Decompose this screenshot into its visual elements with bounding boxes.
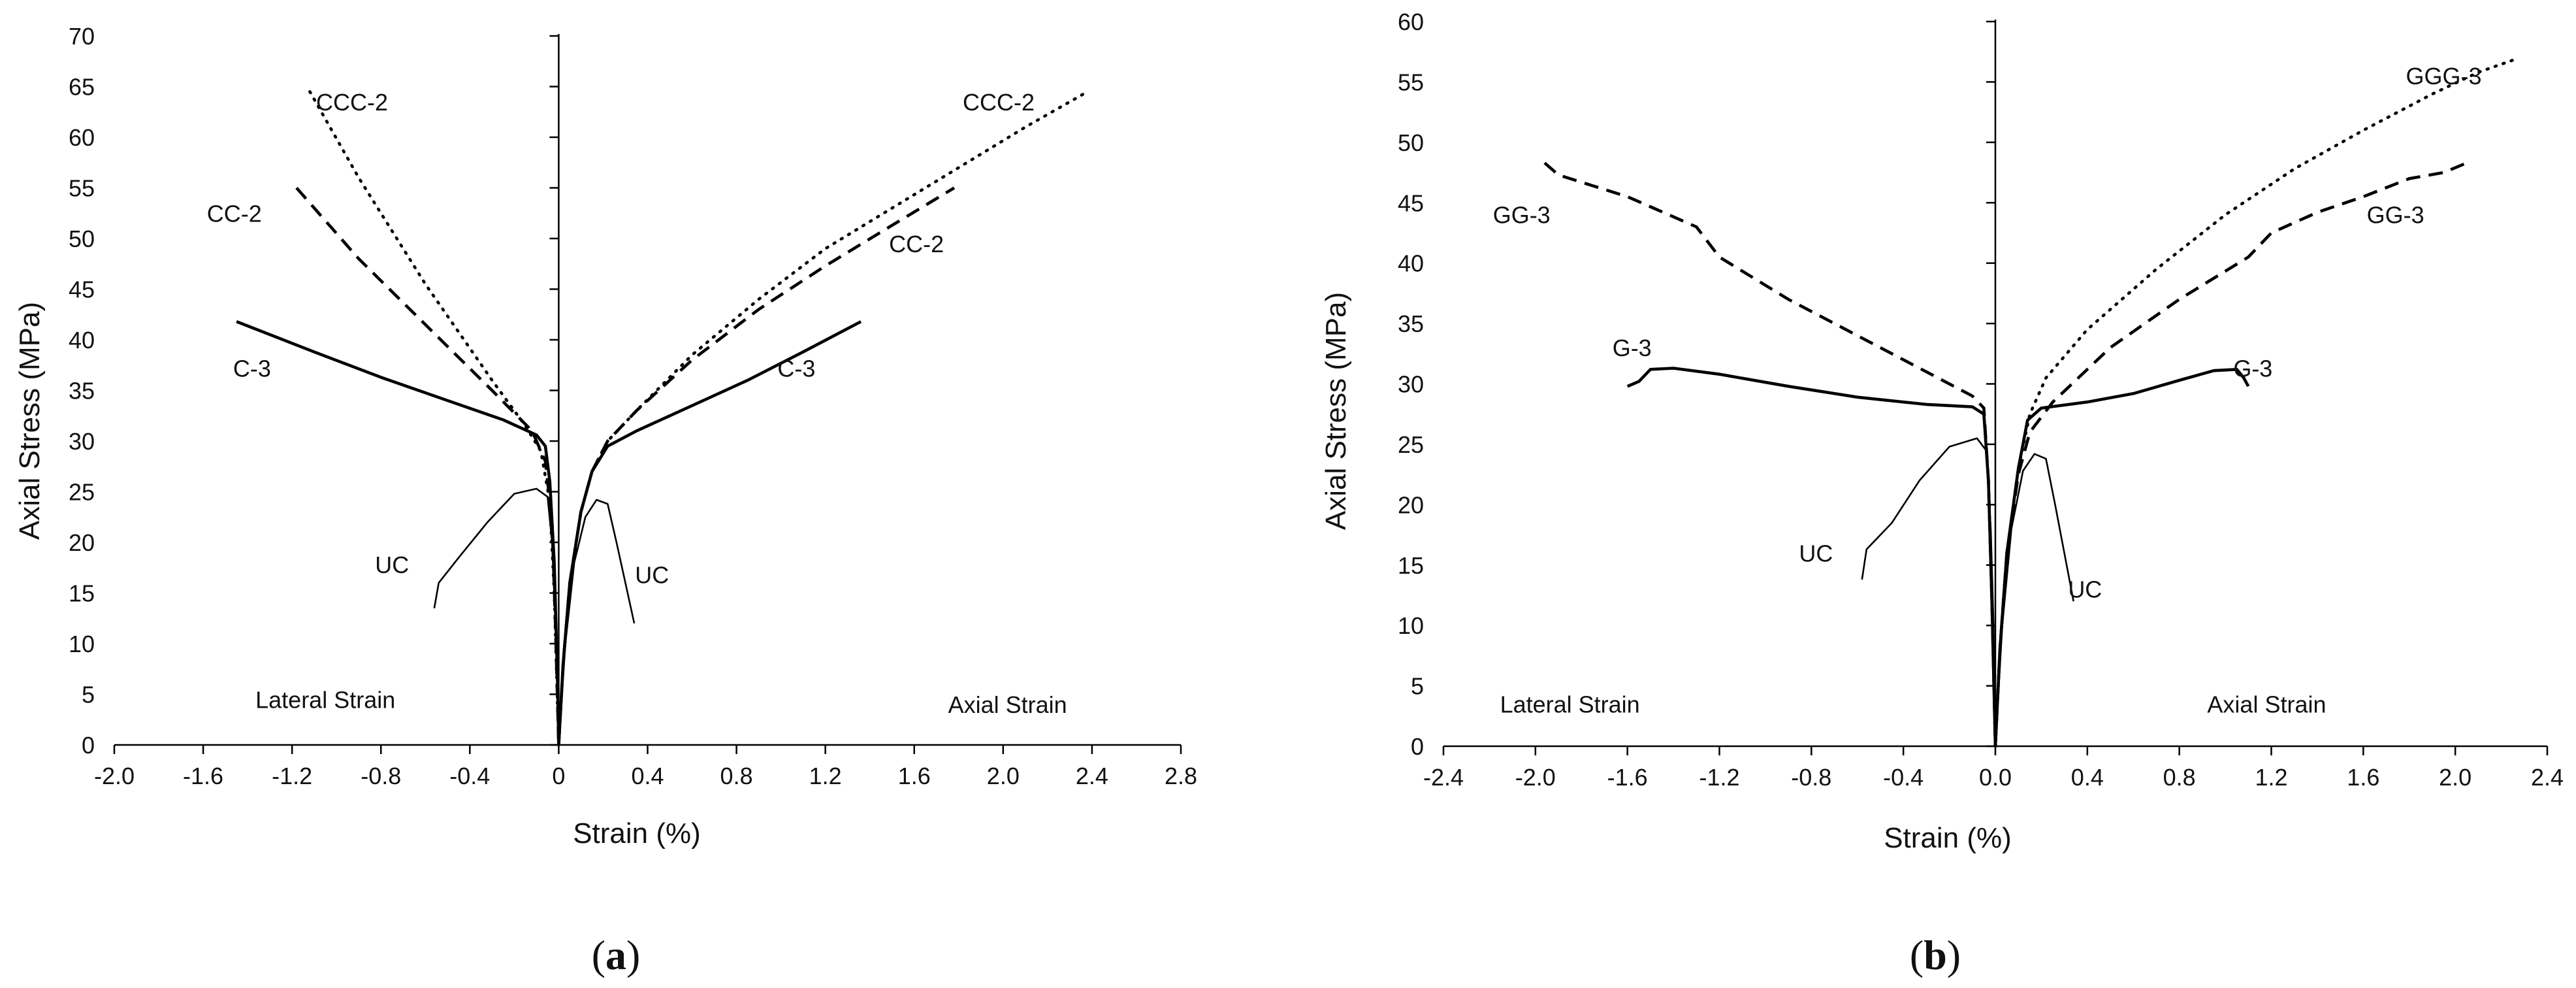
chart-b-y-tick-label: 30 bbox=[1398, 371, 1424, 398]
chart-a-y-tick-label: 40 bbox=[69, 327, 95, 354]
chart-a-x-tick-label: 0.8 bbox=[720, 763, 753, 789]
chart-a-series-cc-2-5 bbox=[557, 186, 956, 746]
chart-b-series-g-3-5 bbox=[1993, 368, 2250, 747]
chart-b-x-tick-label: 0.0 bbox=[1979, 764, 2012, 791]
chart-a-y-tick-label: 55 bbox=[69, 175, 95, 202]
chart-a-region-label: Axial Strain bbox=[948, 691, 1067, 718]
chart-b-x-tick-label: 1.2 bbox=[2255, 764, 2287, 791]
chart-b-series-label: G-3 bbox=[2233, 355, 2272, 382]
chart-a-y-tick-label: 15 bbox=[69, 580, 95, 607]
chart-a-y-tick-label: 25 bbox=[69, 479, 95, 506]
chart-a-y-tick-label: 50 bbox=[69, 225, 95, 252]
chart-b-series-uc-6 bbox=[1994, 453, 2074, 747]
chart-b-series-gg-3-4 bbox=[1993, 161, 2468, 747]
chart-a-y-tick-label: 65 bbox=[69, 74, 95, 101]
chart-a-y-tick-label: 70 bbox=[69, 23, 95, 50]
chart-a-y-tick-label: 10 bbox=[69, 631, 95, 657]
chart-a-y-tick-label: 30 bbox=[69, 428, 95, 455]
chart-b-x-tick-label: 2.0 bbox=[2439, 764, 2471, 791]
chart-b-x-tick-label: -1.2 bbox=[1699, 764, 1739, 791]
chart-a-y-tick-label: 35 bbox=[69, 378, 95, 404]
chart-b-y-axis-title: Axial Stress (MPa) bbox=[1320, 292, 1352, 530]
chart-a-x-tick-label: 2.4 bbox=[1076, 763, 1108, 789]
chart-a-series-label: C-3 bbox=[233, 355, 271, 382]
chart-b-x-tick-label: -2.4 bbox=[1423, 764, 1464, 791]
chart-b-y-tick-label: 15 bbox=[1398, 552, 1424, 579]
chart-a-y-tick-label: 60 bbox=[69, 124, 95, 151]
chart-b-y-tick-label: 35 bbox=[1398, 310, 1424, 337]
chart-a-x-tick-label: -1.6 bbox=[183, 763, 223, 789]
chart-b-y-tick-label: 5 bbox=[1411, 673, 1424, 700]
chart-a-series-uc-7 bbox=[558, 499, 636, 746]
chart-b-series-gg-3-0 bbox=[1543, 161, 1997, 747]
chart-a-x-tick-label: -1.2 bbox=[272, 763, 312, 789]
chart-b-region-label: Lateral Strain bbox=[1500, 691, 1640, 717]
chart-a-series-label: UC bbox=[635, 562, 669, 589]
chart-a-series-c-3-6 bbox=[557, 320, 862, 746]
chart-b: -2.4 -2.0 -1.6 -1.2 -0.8 -0.4 0.0 0.4 0.8 1.2 1.6 2… bbox=[1320, 8, 2564, 978]
chart-a-x-tick-label: -0.4 bbox=[449, 763, 490, 789]
chart-a-x-tick-label: 1.6 bbox=[898, 763, 931, 789]
chart-a-x-tick-label: 2.0 bbox=[987, 763, 1020, 789]
chart-b-region-label: Axial Strain bbox=[2207, 691, 2326, 717]
chart-b-series-label: G-3 bbox=[1613, 335, 1652, 361]
chart-a-series-label: CCC-2 bbox=[963, 89, 1035, 116]
chart-b-y-tick-label: 10 bbox=[1398, 612, 1424, 639]
chart-a-x-tick-label: -0.8 bbox=[361, 763, 401, 789]
chart-b-x-axis-title: Strain (%) bbox=[1884, 822, 2012, 854]
chart-b-x-tick-label: 1.6 bbox=[2347, 764, 2379, 791]
chart-a-series-uc-3 bbox=[433, 487, 560, 746]
chart-b-y-tick-label: 25 bbox=[1398, 431, 1424, 458]
chart-a-series-label: CCC-2 bbox=[316, 89, 388, 116]
chart-b-x-tick-label: 0.4 bbox=[2071, 764, 2104, 791]
chart-b-x-tick-label: 0.8 bbox=[2163, 764, 2196, 791]
chart-b-x-tick-label: -2.0 bbox=[1515, 764, 1556, 791]
chart-a-x-axis-title: Strain (%) bbox=[573, 817, 701, 849]
chart-b-y-tick-label: 45 bbox=[1398, 189, 1424, 216]
chart-b-x-tick-label: -0.4 bbox=[1883, 764, 1924, 791]
chart-a-series-label: C-3 bbox=[777, 355, 815, 382]
chart-a-x-tick-label: 1.2 bbox=[809, 763, 842, 789]
chart-a-x-tick-label: 0.4 bbox=[631, 763, 664, 789]
chart-a-y-tick-label: 0 bbox=[82, 732, 95, 759]
chart-b-series-label: UC bbox=[2068, 576, 2102, 603]
chart-a: -2.0 -1.6 -1.2 -0.8 -0.4 0 0.4 0.8 1.2 1.6 2.0 2.4 2… bbox=[14, 23, 1197, 978]
chart-b-x-tick-label: -0.8 bbox=[1791, 764, 1831, 791]
chart-a-y-tick-label: 20 bbox=[69, 529, 95, 556]
chart-b-series-label: GG-3 bbox=[1493, 202, 1551, 229]
chart-a-y-tick-label: 5 bbox=[82, 682, 95, 708]
chart-b-y-tick-label: 20 bbox=[1398, 491, 1424, 518]
chart-b-series-label: GGG-3 bbox=[2406, 63, 2482, 90]
chart-a-series-label: UC bbox=[375, 552, 409, 578]
chart-a-x-tick-label: 0 bbox=[552, 763, 565, 789]
chart-b-y-tick-label: 0 bbox=[1411, 733, 1424, 760]
chart-a-panel-label: (a) bbox=[592, 932, 641, 978]
chart-b-panel-label: (b) bbox=[1910, 932, 1961, 978]
chart-a-series-label: CC-2 bbox=[889, 231, 944, 257]
chart-b-series-ggg-3-3 bbox=[1993, 58, 2515, 748]
chart-b-series-label: UC bbox=[1799, 540, 1833, 567]
chart-a-series-label: CC-2 bbox=[207, 200, 262, 227]
chart-b-x-tick-label: 2.4 bbox=[2531, 764, 2564, 791]
chart-a-series-ccc-2-4 bbox=[557, 90, 1089, 747]
chart-a-y-tick-label: 45 bbox=[69, 276, 95, 303]
chart-a-x-tick-label: -2.0 bbox=[94, 763, 135, 789]
chart-b-y-tick-label: 50 bbox=[1398, 129, 1424, 156]
chart-b-y-tick-label: 40 bbox=[1398, 250, 1424, 277]
chart-a-series-c-3-2 bbox=[236, 320, 560, 746]
chart-b-series-uc-2 bbox=[1861, 437, 1997, 747]
chart-b-x-tick-label: -1.6 bbox=[1607, 764, 1648, 791]
chart-a-y-axis-title: Axial Stress (MPa) bbox=[14, 302, 46, 540]
chart-b-series-label: GG-3 bbox=[2367, 202, 2424, 229]
chart-b-y-tick-label: 55 bbox=[1398, 69, 1424, 95]
chart-a-x-tick-label: 2.8 bbox=[1165, 763, 1197, 789]
chart-a-series-cc-2-1 bbox=[295, 186, 560, 746]
chart-b-y-tick-label: 60 bbox=[1398, 8, 1424, 35]
chart-a-region-label: Lateral Strain bbox=[255, 686, 395, 713]
